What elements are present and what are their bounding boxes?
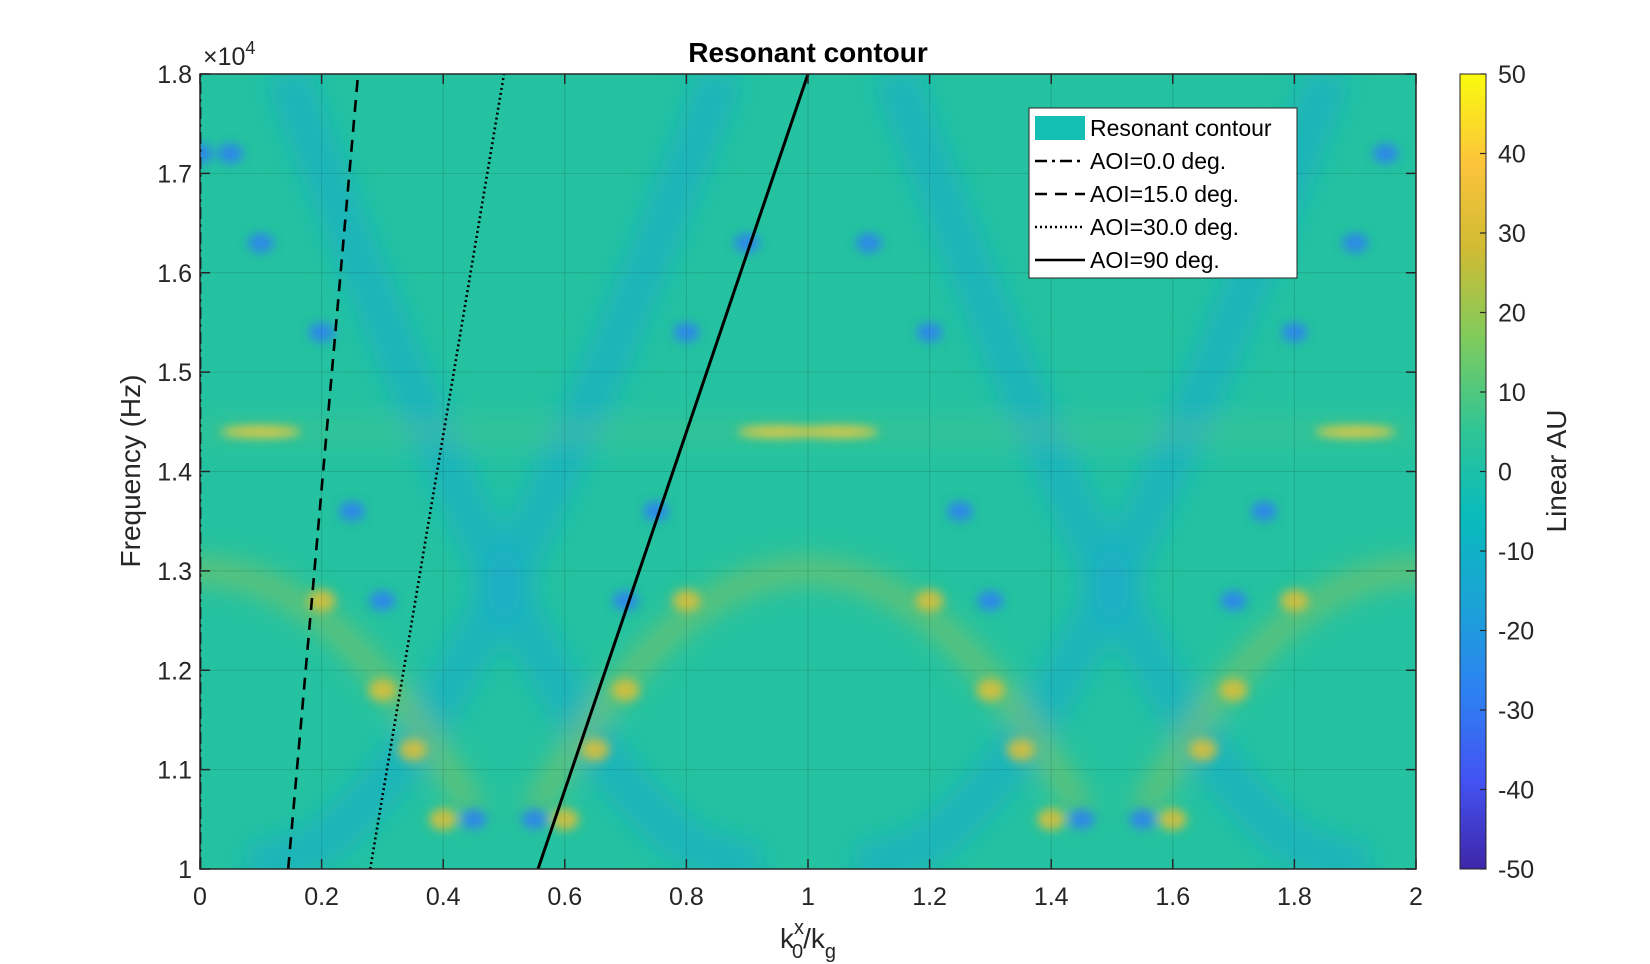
x-axis-ticks: 0 0.2 0.4 0.6 0.8 1 1.2 1.4 1.6 1.8 2: [193, 74, 1423, 911]
heatmap-spot: [1251, 501, 1277, 522]
heatmap-spot: [429, 808, 458, 831]
colorbar-tick-label: 40: [1498, 141, 1526, 169]
y-tick-label: 1.1: [157, 757, 192, 785]
legend: Resonant contour AOI=0.0 deg. AOI=15.0 deg…: [1028, 107, 1298, 279]
y-tick-label: 1.6: [157, 260, 192, 288]
chart-title: Resonant contour: [688, 37, 928, 68]
heatmap-band: [0, 74, 114, 869]
x-tick-label: 0.6: [547, 883, 582, 911]
x-axis-title: kx 0/kg: [780, 917, 836, 963]
heatmap-spot: [1158, 808, 1187, 831]
series-line-aoi-30-0-deg-: [368, 74, 506, 869]
x-tick-label: 0: [193, 883, 207, 911]
heatmap-spot: [947, 501, 973, 522]
heatmap-spot: [1189, 738, 1218, 761]
y-axis-title: Frequency (Hz): [115, 375, 146, 568]
x-tick-label: 1.8: [1277, 883, 1312, 911]
heatmap-spot: [1315, 425, 1396, 438]
heatmap-hump-band: [524, 559, 1092, 818]
y-tick-label: 1.8: [157, 61, 192, 89]
heatmap-spot: [1220, 590, 1247, 611]
colorbar-tick-label: 20: [1498, 300, 1526, 328]
heatmap-spot: [1068, 809, 1095, 830]
colorbar-tick-label: -50: [1498, 856, 1534, 884]
heatmap-spot: [398, 738, 427, 761]
heatmap-spot: [737, 425, 818, 438]
heatmap-spot: [200, 143, 213, 164]
heatmap-spot: [308, 322, 335, 343]
series-line-aoi-90-deg-: [536, 74, 810, 869]
heatmap-band: [1502, 74, 1650, 869]
heatmap-spot: [521, 809, 548, 830]
heatmap-spot: [1342, 232, 1369, 253]
heatmap-spot: [368, 679, 397, 702]
heatmap-spot: [1281, 322, 1308, 343]
legend-label: AOI=90 deg.: [1090, 247, 1220, 273]
colorbar-tick-label: 0: [1498, 459, 1512, 487]
heatmap-spot: [369, 590, 396, 611]
y-axis-ticks: 1 1.1 1.2 1.3 1.4 1.5 1.6 1.7 1.8: [157, 61, 1416, 884]
heatmap-spot: [1372, 143, 1399, 164]
heatmap-spot: [672, 589, 701, 612]
heatmap-spot: [581, 738, 610, 761]
y-exponent-label: ×104: [203, 38, 255, 71]
colorbar-tick-label: -30: [1498, 697, 1534, 725]
heatmap-spot: [1280, 589, 1309, 612]
heatmap-spot: [247, 232, 274, 253]
colorbar-tick-label: -10: [1498, 538, 1534, 566]
heatmap-spot: [915, 589, 944, 612]
heatmap-spot: [977, 590, 1004, 611]
heatmap-spot: [673, 322, 700, 343]
x-tick-label: 1.6: [1155, 883, 1190, 911]
legend-label: Resonant contour: [1090, 115, 1272, 141]
heatmap-hump-band: [200, 559, 484, 818]
legend-swatch-patch: [1035, 116, 1085, 140]
colorbar-tick-label: 50: [1498, 61, 1526, 89]
heatmap-bands: [0, 74, 1650, 869]
colorbar-ticks: 50 40 30 20 10 0 -10 -20 -30 -40 -50: [1480, 61, 1534, 884]
heatmap-spot: [976, 679, 1005, 702]
colorbar: 50 40 30 20 10 0 -10 -20 -30 -40 -50 Linear AU: [1459, 61, 1572, 884]
heatmap-spot: [1129, 809, 1156, 830]
x-tick-label: 1.4: [1034, 883, 1069, 911]
heatmap-spot: [217, 143, 244, 164]
heatmap-spot: [1006, 738, 1035, 761]
heatmap-spot: [916, 322, 943, 343]
x-tick-label: 0.8: [669, 883, 704, 911]
heatmap-hump-band: [1132, 559, 1416, 818]
heatmap-spot: [1219, 679, 1248, 702]
heatmap-spot: [307, 589, 336, 612]
heatmap-spot: [460, 809, 487, 830]
y-tick-label: 1.3: [157, 558, 192, 586]
heatmap-spot: [1037, 808, 1066, 831]
y-tick-label: 1.2: [157, 657, 192, 685]
legend-label: AOI=30.0 deg.: [1090, 214, 1239, 240]
colorbar-tick-label: 10: [1498, 379, 1526, 407]
colorbar-tick-label: 30: [1498, 220, 1526, 248]
y-tick-label: 1: [178, 856, 192, 884]
aoi-lines: [200, 74, 810, 869]
x-tick-label: 1.2: [912, 883, 947, 911]
heatmap-spot: [798, 425, 879, 438]
series-line-aoi-15-0-deg-: [286, 74, 360, 869]
heatmap-spot: [220, 425, 301, 438]
legend-label: AOI=0.0 deg.: [1090, 148, 1226, 174]
heatmap-spot: [339, 501, 365, 522]
y-tick-label: 1.5: [157, 359, 192, 387]
x-tick-label: 2: [1409, 883, 1423, 911]
y-tick-label: 1.7: [157, 160, 192, 188]
x-tick-label: 0.2: [304, 883, 339, 911]
colorbar-tick-label: -20: [1498, 618, 1534, 646]
heatmap-spots: [200, 143, 1399, 831]
x-tick-label: 1: [801, 883, 815, 911]
colorbar-tick-label: -40: [1498, 777, 1534, 805]
legend-label: AOI=15.0 deg.: [1090, 181, 1239, 207]
colorbar-label: Linear AU: [1541, 410, 1572, 533]
y-tick-label: 1.4: [157, 459, 192, 487]
x-tick-label: 0.4: [426, 883, 461, 911]
heatmap-spot: [855, 232, 882, 253]
heatmap-spot: [611, 679, 640, 702]
